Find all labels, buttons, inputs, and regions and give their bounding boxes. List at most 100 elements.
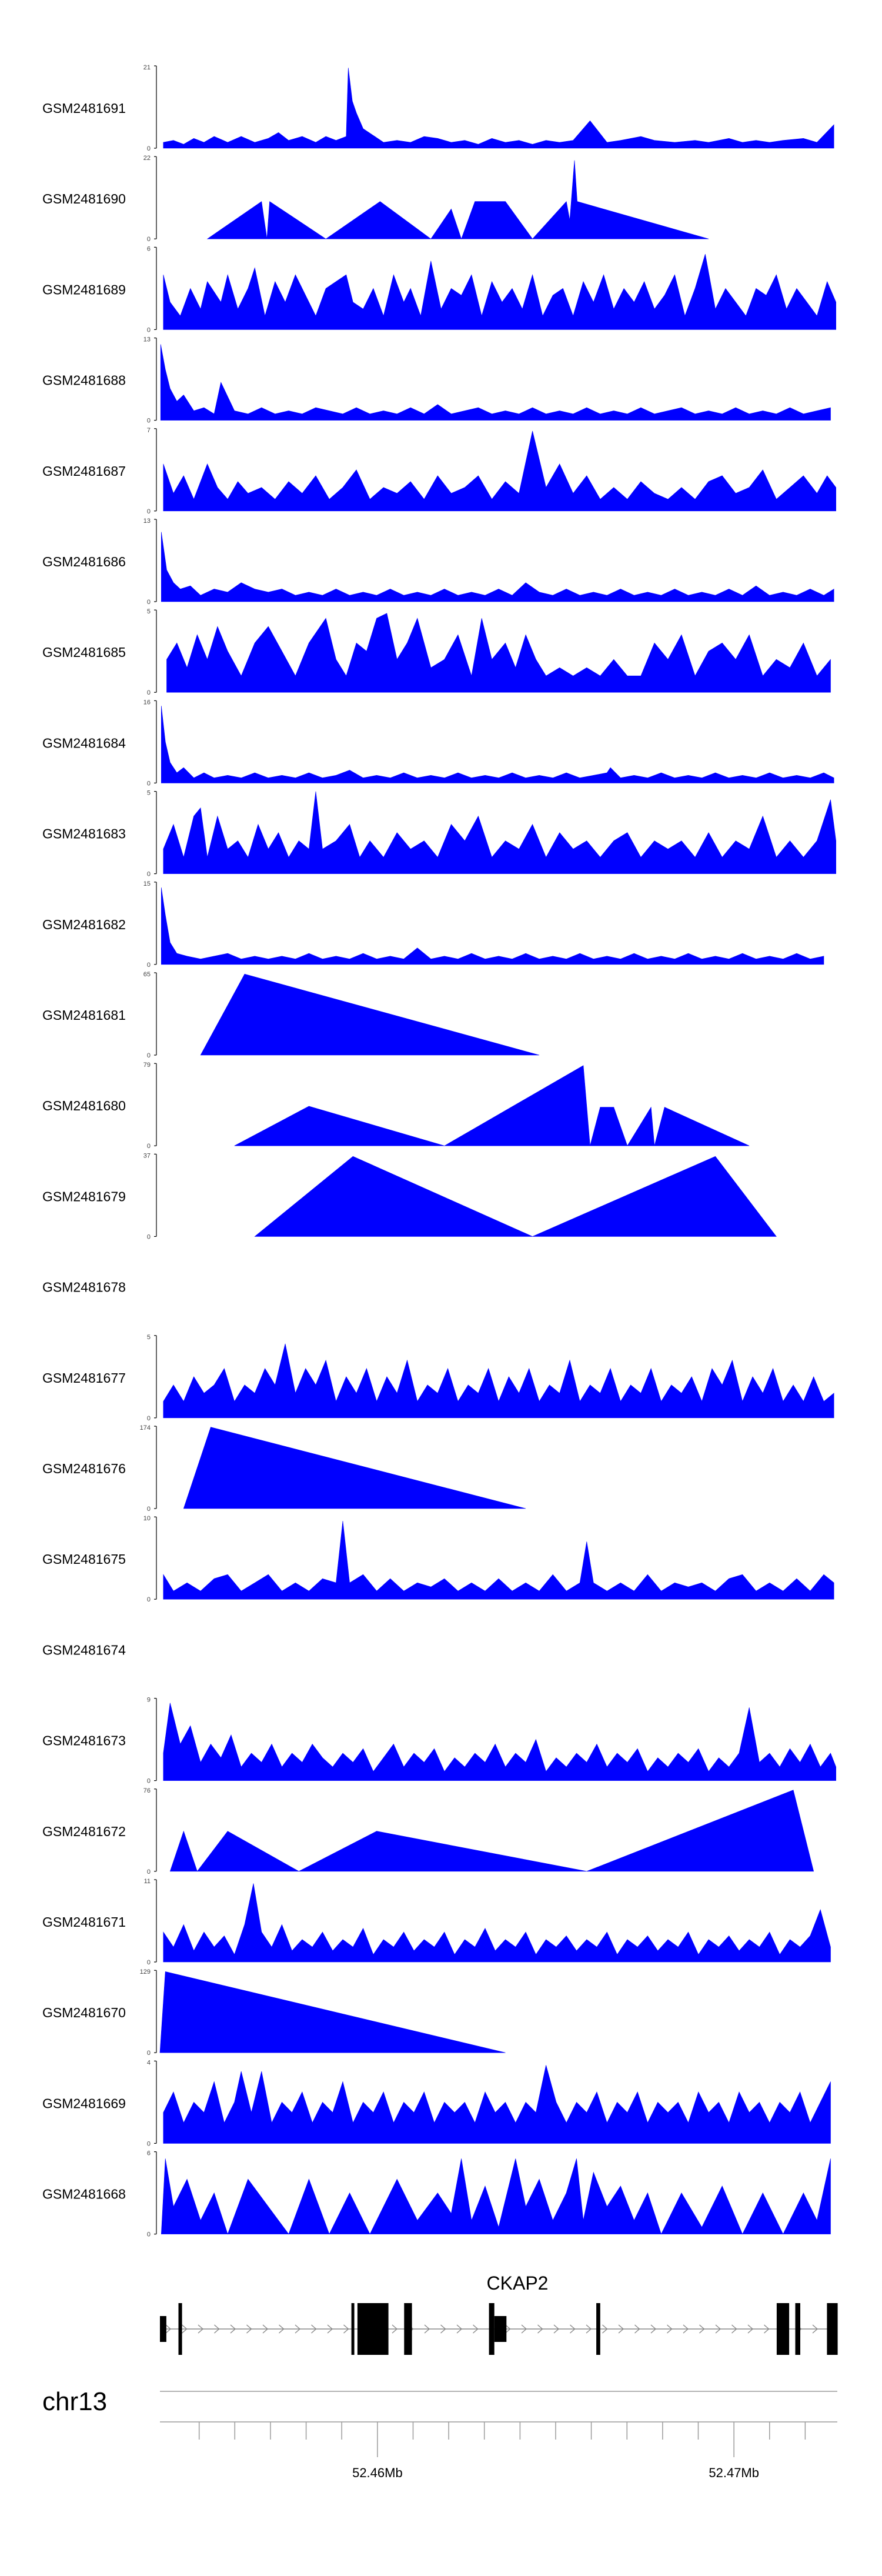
y-max-label: 4 bbox=[147, 2059, 151, 2066]
exon-utr bbox=[160, 2316, 166, 2342]
track-GSM2481685: GSM2481685 5 0 bbox=[42, 608, 831, 696]
y-min-label: 0 bbox=[147, 962, 151, 969]
coverage-area bbox=[160, 344, 831, 421]
track-GSM2481690: GSM2481690 22 0 bbox=[42, 155, 709, 243]
strand-arrow bbox=[392, 2324, 398, 2334]
track-name: GSM2481675 bbox=[42, 1551, 126, 1567]
y-min-label: 0 bbox=[147, 1596, 151, 1603]
track-name: GSM2481671 bbox=[42, 1914, 126, 1930]
track-name: GSM2481670 bbox=[42, 2005, 126, 2020]
track-name: GSM2481682 bbox=[42, 917, 126, 932]
track-name: GSM2481678 bbox=[42, 1280, 126, 1295]
coverage-area bbox=[159, 1971, 506, 2053]
strand-arrow bbox=[521, 2324, 527, 2334]
chromosome-label: chr13 bbox=[42, 2387, 107, 2416]
coverage-area bbox=[163, 1703, 836, 1781]
coverage-area bbox=[254, 1156, 777, 1237]
y-max-label: 16 bbox=[143, 699, 151, 706]
track-GSM2481673: GSM2481673 9 0 bbox=[42, 1697, 836, 1785]
track-name: GSM2481687 bbox=[42, 463, 126, 479]
track-GSM2481670: GSM2481670 129 0 bbox=[42, 1968, 506, 2057]
coverage-area bbox=[163, 1521, 834, 1600]
y-max-label: 5 bbox=[147, 1334, 151, 1341]
axis-tick-label: 52.46Mb bbox=[352, 2465, 403, 2480]
track-GSM2481678: GSM2481678 bbox=[42, 1280, 126, 1295]
exon-cds bbox=[178, 2303, 182, 2355]
y-min-label: 0 bbox=[147, 1959, 151, 1966]
y-max-label: 11 bbox=[144, 1878, 151, 1885]
strand-arrow bbox=[440, 2324, 446, 2334]
y-min-label: 0 bbox=[147, 1415, 151, 1422]
track-GSM2481681: GSM2481681 65 0 bbox=[42, 971, 540, 1059]
exon-cds bbox=[776, 2303, 790, 2355]
track-name: GSM2481681 bbox=[42, 1007, 126, 1023]
strand-arrow bbox=[295, 2324, 301, 2334]
y-max-label: 6 bbox=[147, 2150, 151, 2157]
track-GSM2481689: GSM2481689 6 0 bbox=[42, 245, 836, 333]
track-name: GSM2481676 bbox=[42, 1461, 126, 1476]
coverage-area bbox=[169, 1790, 814, 1872]
exon-cds bbox=[404, 2303, 412, 2355]
coverage-area bbox=[163, 431, 836, 512]
track-name: GSM2481688 bbox=[42, 373, 126, 388]
coverage-area bbox=[161, 706, 834, 783]
y-max-label: 129 bbox=[140, 1968, 151, 1976]
strand-arrow bbox=[473, 2324, 479, 2334]
strand-arrow bbox=[586, 2324, 592, 2334]
y-max-label: 37 bbox=[143, 1152, 151, 1159]
strand-arrow bbox=[667, 2324, 673, 2334]
track-GSM2481674: GSM2481674 bbox=[42, 1642, 126, 1657]
strand-arrow bbox=[311, 2324, 317, 2334]
coverage-area bbox=[161, 887, 824, 965]
track-name: GSM2481685 bbox=[42, 645, 126, 660]
strand-arrow bbox=[327, 2324, 333, 2334]
track-GSM2481669: GSM2481669 4 0 bbox=[42, 2059, 831, 2147]
strand-arrow bbox=[230, 2324, 236, 2334]
coverage-area bbox=[163, 2065, 831, 2144]
y-max-label: 10 bbox=[143, 1515, 151, 1522]
track-GSM2481687: GSM2481687 7 0 bbox=[42, 427, 836, 515]
y-max-label: 79 bbox=[143, 1062, 151, 1069]
track-name: GSM2481689 bbox=[42, 282, 126, 297]
gene-model: CKAP2 bbox=[160, 2273, 838, 2355]
coverage-area bbox=[161, 532, 834, 602]
strand-arrow bbox=[182, 2324, 188, 2334]
y-min-label: 0 bbox=[147, 2050, 151, 2057]
y-max-label: 15 bbox=[143, 880, 151, 887]
track-name: GSM2481684 bbox=[42, 735, 126, 750]
track-name: GSM2481677 bbox=[42, 1370, 126, 1386]
y-max-label: 22 bbox=[143, 155, 151, 162]
strand-arrow bbox=[764, 2324, 770, 2334]
track-GSM2481668: GSM2481668 6 0 bbox=[42, 2150, 831, 2238]
y-min-label: 0 bbox=[147, 418, 151, 425]
y-min-label: 0 bbox=[147, 1778, 151, 1785]
coverage-area bbox=[163, 1883, 831, 1963]
track-GSM2481679: GSM2481679 37 0 bbox=[42, 1152, 777, 1240]
y-min-label: 0 bbox=[147, 780, 151, 787]
track-GSM2481682: GSM2481682 15 0 bbox=[42, 880, 824, 969]
coverage-area bbox=[163, 68, 834, 149]
y-max-label: 7 bbox=[147, 427, 151, 434]
strand-arrow bbox=[537, 2324, 543, 2334]
y-max-label: 9 bbox=[147, 1697, 151, 1704]
exon-cds bbox=[596, 2303, 600, 2355]
track-GSM2481675: GSM2481675 10 0 bbox=[42, 1515, 834, 1603]
y-max-label: 5 bbox=[147, 790, 151, 797]
track-name: GSM2481683 bbox=[42, 826, 126, 842]
y-min-label: 0 bbox=[147, 1143, 151, 1150]
strand-arrow bbox=[165, 2324, 172, 2334]
coverage-tracks: GSM2481691210GSM2481690220GSM248168960GS… bbox=[42, 64, 836, 2238]
exon-cds bbox=[351, 2303, 355, 2355]
strand-arrow bbox=[214, 2324, 220, 2334]
coverage-area bbox=[163, 1343, 834, 1419]
track-GSM2481684: GSM2481684 16 0 bbox=[42, 699, 834, 787]
strand-arrow bbox=[262, 2324, 269, 2334]
y-min-label: 0 bbox=[147, 1052, 151, 1059]
y-min-label: 0 bbox=[147, 1868, 151, 1876]
strand-arrow bbox=[570, 2324, 576, 2334]
exon-cds bbox=[827, 2303, 838, 2355]
y-max-label: 5 bbox=[147, 608, 151, 615]
y-min-label: 0 bbox=[147, 2231, 151, 2238]
strand-arrow bbox=[553, 2324, 560, 2334]
